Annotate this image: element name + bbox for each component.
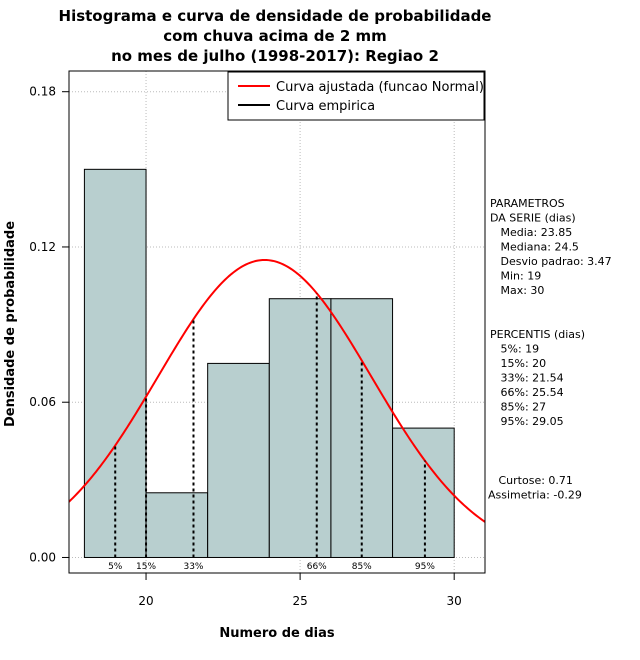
parametros-line: Media: 23.85 [490,226,572,239]
statistics-panel: PARAMETROS DA SERIE (dias) Media: 23.85 M… [488,197,612,502]
percentile-label: 5% [108,562,123,572]
percentis-line: 66%: 25.54 [490,386,564,399]
percentile-label: 95% [415,562,435,572]
y-tick-label: 0.12 [29,240,56,254]
stats-line: Assimetria: -0.29 [488,489,582,502]
percentile-lines: 5% 15% 33% 66% 85% 95% [108,293,435,572]
percentile-label: 66% [307,562,327,572]
percentis-line: 5%: 19 [490,343,539,356]
chart-title: Histograma e curva de densidade de proba… [59,7,492,65]
histogram-bars [83,168,455,558]
y-tick-label: 0.18 [29,85,56,99]
percentis-line: 15%: 20 [490,357,546,370]
percentile-label: 15% [136,562,156,572]
legend-box [227,71,485,121]
percentis-line: 33%: 21.54 [490,372,564,385]
normal-curve-line [69,258,485,523]
y-axis-title: Densidade de probabilidade [3,221,18,427]
parametros-line: PARAMETROS [490,197,565,210]
parametros-line: Max: 30 [490,284,544,297]
legend-label: Curva ajustada (funcao Normal) [276,80,484,95]
y-tick-label: 0.00 [29,550,56,564]
x-axis-title: Numero de dias [219,626,335,641]
x-tick-label: 25 [292,594,307,608]
legend-label: Curva empirica [276,99,375,114]
x-tick-label: 20 [138,594,153,608]
histogram-bar [83,168,147,558]
percentile-label: 85% [352,562,372,572]
percentis-line: PERCENTIS (dias) [490,328,585,341]
chart-title-line: no mes de julho (1998-2017): Regiao 2 [111,47,439,65]
x-tick-label: 30 [447,594,462,608]
y-axis: 0.00 0.06 0.12 0.18 [29,85,70,564]
histogram-bar [268,298,332,558]
histogram-bar [145,492,209,558]
parametros-line: Mediana: 24.5 [490,241,579,254]
x-axis: 20 25 30 [138,572,462,608]
parametros-line: Min: 19 [490,270,541,283]
percentis-line: 85%: 27 [490,401,546,414]
chart-title-line: com chuva acima de 2 mm [163,27,387,45]
percentis-line: 95%: 29.05 [490,415,564,428]
normal-curve [69,258,485,523]
parametros-line: DA SERIE (dias) [490,212,576,225]
parametros-line: Desvio padrao: 3.47 [490,255,612,268]
histogram-bar [207,362,270,558]
histogram-bar [392,427,455,558]
legend: Curva ajustada (funcao Normal) Curva empi… [227,71,485,121]
percentile-label: 33% [183,562,203,572]
y-tick-label: 0.06 [29,395,56,409]
stats-line: Curtose: 0.71 [488,474,573,487]
chart-title-line: Histograma e curva de densidade de proba… [59,7,492,25]
